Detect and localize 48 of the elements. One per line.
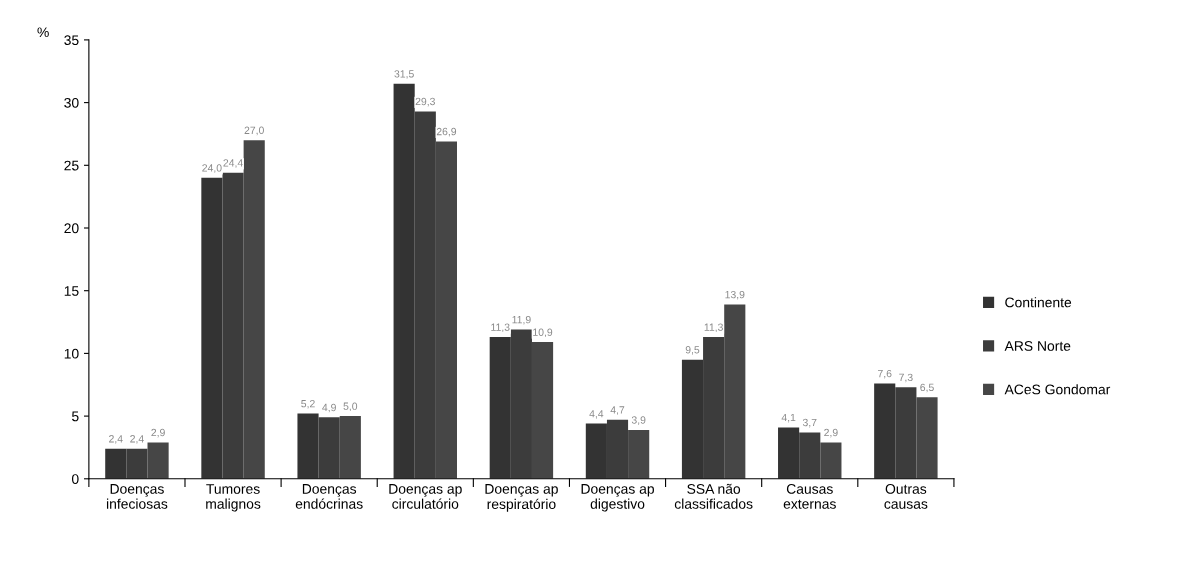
- data-label: 11,3: [491, 323, 510, 333]
- data-label: 26,9: [436, 127, 457, 137]
- data-label: 11,3: [704, 323, 723, 333]
- data-label: 7,3: [899, 373, 913, 383]
- y-tick-label: 30: [64, 97, 79, 108]
- data-label: 7,6: [878, 369, 892, 379]
- y-tick-label: 35: [64, 35, 79, 46]
- y-tick-label: 5: [71, 411, 79, 422]
- data-label: 4,7: [610, 406, 625, 415]
- data-label: 29,3: [415, 97, 435, 107]
- y-tick-label: 25: [64, 160, 79, 171]
- data-label: 3,9: [631, 416, 646, 425]
- data-label: 9,5: [685, 346, 700, 355]
- data-label: 5,0: [343, 402, 358, 412]
- data-label: 13,9: [725, 290, 745, 300]
- data-label: 3,7: [802, 418, 817, 428]
- data-label: 6,5: [920, 383, 934, 393]
- x-tick-label: Outras causas: [884, 484, 928, 509]
- x-tick-label: Tumores malignos: [206, 484, 261, 512]
- x-tick-label: Doenças ap respiratório: [485, 484, 558, 512]
- y-tick-label: 10: [64, 348, 79, 359]
- data-label: 10,9: [533, 328, 553, 338]
- legend-label: ARS Norte: [1004, 341, 1071, 351]
- y-tick-label: 20: [64, 223, 79, 234]
- data-label: 24,0: [202, 164, 222, 173]
- x-tick-label: Doenças infeciosas: [106, 484, 168, 509]
- data-label: 24,4: [223, 159, 243, 168]
- data-label: 2,4: [130, 435, 144, 444]
- data-label: 4,9: [322, 403, 336, 413]
- data-label: 2,9: [151, 428, 165, 438]
- data-label: 27,0: [244, 126, 264, 136]
- x-tick-label: Doenças ap circulatório: [389, 484, 462, 509]
- data-label: 5,2: [301, 399, 315, 409]
- data-label: 2,4: [109, 435, 123, 444]
- y-axis-title: %: [37, 27, 49, 38]
- data-label: 11,9: [512, 315, 531, 325]
- x-tick-label: Doenças ap digestivo: [581, 484, 654, 512]
- data-label: 4,1: [781, 413, 796, 423]
- x-tick-label: Causas externas: [783, 484, 836, 509]
- y-tick-label: 15: [64, 286, 79, 296]
- data-label: 2,9: [824, 428, 838, 438]
- x-tick-label: SSA não classificados: [674, 483, 753, 509]
- legend-label: ACeS Gondomar: [1004, 384, 1111, 395]
- data-label: 31,5: [394, 70, 414, 79]
- x-tick-label: Doenças endócrinas: [295, 484, 363, 509]
- legend-label: Continente: [1005, 297, 1072, 308]
- data-label: 4,4: [589, 410, 604, 419]
- y-tick-label: 0: [71, 474, 79, 484]
